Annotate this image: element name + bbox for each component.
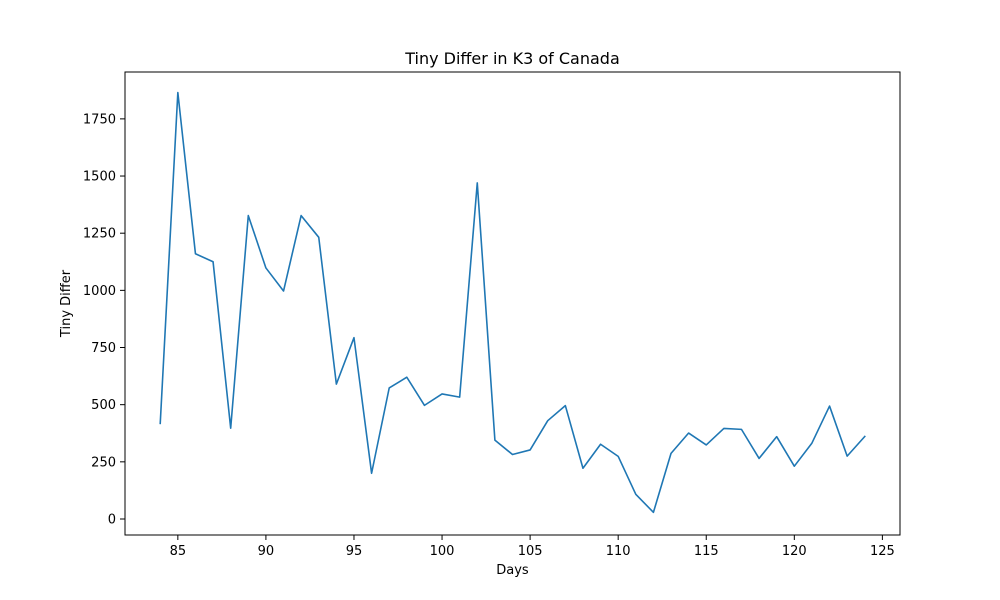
y-axis-label: Tiny Differ (59, 269, 74, 338)
chart-title: Tiny Differ in K3 of Canada (404, 49, 620, 68)
x-tick-label: 95 (346, 544, 363, 559)
x-tick-label: 120 (782, 544, 807, 559)
y-tick-label: 1000 (83, 284, 116, 299)
plot-area (159, 91, 866, 514)
y-tick-label: 750 (91, 341, 116, 356)
y-tick-label: 1250 (83, 227, 116, 242)
x-tick-label: 110 (606, 544, 631, 559)
y-tick-label: 1500 (83, 170, 116, 185)
x-axis-label: Days (496, 563, 529, 578)
y-tick-label: 1750 (83, 112, 116, 127)
x-tick-label: 115 (694, 544, 719, 559)
x-tick-label: 100 (430, 544, 455, 559)
x-tick-label: 85 (170, 544, 187, 559)
y-tick-label: 500 (91, 398, 116, 413)
x-tick-label: 105 (518, 544, 543, 559)
y-tick-label: 0 (108, 512, 116, 527)
x-tick-label: 90 (258, 544, 275, 559)
series-line-0 (159, 91, 866, 514)
y-tick-label: 250 (91, 455, 116, 470)
x-tick-label: 125 (870, 544, 895, 559)
axes-frame (124, 71, 901, 536)
